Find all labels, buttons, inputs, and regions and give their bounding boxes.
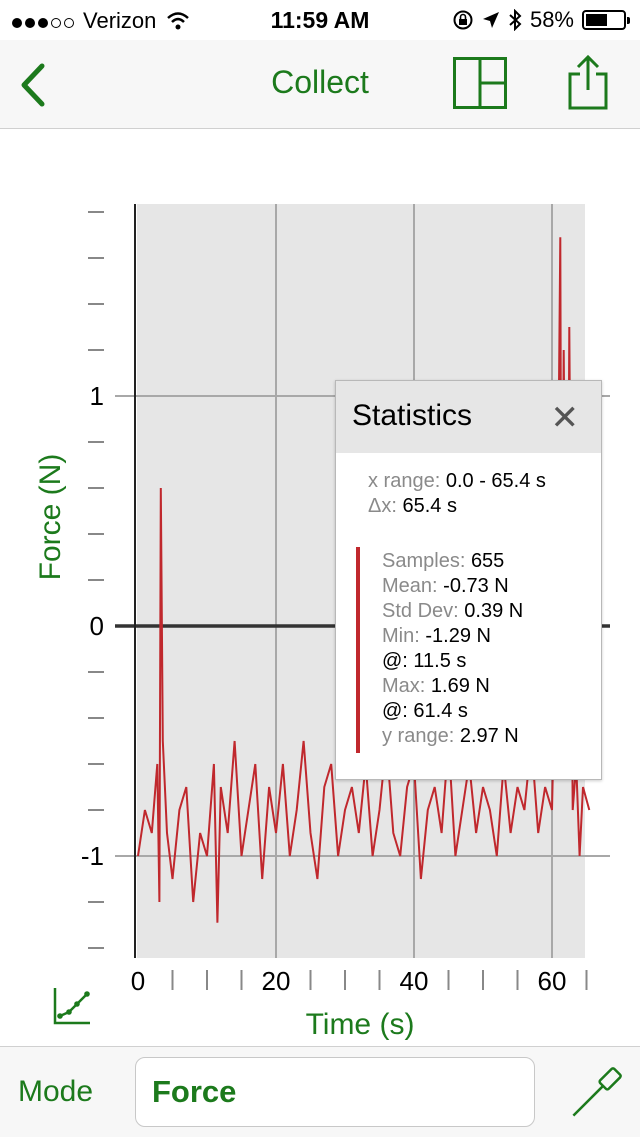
- x-range-key: x range:: [368, 470, 441, 492]
- y-range-key: y range:: [382, 725, 455, 747]
- max-value: 1.69 N: [430, 675, 490, 697]
- carrier: Verizon: [12, 8, 190, 34]
- statistics-panel: Statistics ✕ x range: 0.0 - 65.4 s Δx: 6…: [335, 380, 602, 780]
- battery-percent: 58%: [529, 7, 574, 32]
- series-color-bar: [356, 547, 360, 753]
- bluetooth-icon: [509, 9, 522, 31]
- x-range-section: x range: 0.0 - 65.4 s Δx: 65.4 s: [368, 469, 546, 519]
- battery-icon: [582, 10, 630, 30]
- carrier-name: Verizon: [83, 8, 157, 33]
- x-tick-label: 20: [262, 966, 291, 996]
- max-at-value: 61.4 s: [413, 700, 468, 722]
- nav-bar: Collect: [0, 40, 640, 129]
- status-bar: Verizon 11:59 AM 58%: [0, 0, 640, 40]
- x-axis-label[interactable]: Time (s): [305, 1008, 415, 1041]
- samples-key: Samples:: [382, 550, 466, 572]
- clock: 11:59 AM: [270, 7, 370, 33]
- signal-icon: [12, 8, 77, 34]
- min-key: Min:: [382, 625, 420, 647]
- bottom-bar: Mode Force: [0, 1046, 640, 1137]
- mean-value: -0.73 N: [443, 575, 509, 597]
- mode-button[interactable]: Mode: [18, 1075, 94, 1108]
- chevron-left-icon[interactable]: [14, 60, 54, 110]
- series-line-force: [137, 237, 591, 923]
- graph-options-icon[interactable]: [52, 986, 92, 1026]
- min-at-key: @:: [382, 650, 408, 672]
- sensor-selector[interactable]: Force: [135, 1057, 535, 1127]
- statistics-header: Statistics ✕: [336, 381, 601, 453]
- x-tick-label: 0: [131, 966, 145, 996]
- min-at-value: 11.5 s: [413, 650, 467, 672]
- probe-icon[interactable]: [568, 1065, 624, 1121]
- close-icon[interactable]: ✕: [550, 399, 580, 437]
- delta-x-key: Δx:: [368, 495, 397, 517]
- std-dev-value: 0.39 N: [464, 600, 524, 622]
- location-icon: [482, 12, 499, 28]
- mean-key: Mean:: [382, 575, 438, 597]
- layout-icon[interactable]: [453, 57, 507, 109]
- share-icon[interactable]: [566, 54, 610, 110]
- max-key: Max:: [382, 675, 426, 697]
- y-tick-label: 0: [90, 611, 104, 641]
- std-dev-key: Std Dev:: [382, 600, 459, 622]
- max-at-key: @:: [382, 700, 408, 722]
- y-tick-label: 1: [90, 381, 104, 411]
- samples-value: 655: [470, 550, 505, 572]
- delta-x-value: 65.4 s: [402, 495, 457, 517]
- min-value: -1.29 N: [425, 625, 491, 647]
- y-axis-label[interactable]: Force (N): [34, 453, 67, 581]
- x-range-value: 0.0 - 65.4 s: [445, 470, 546, 492]
- page-title: Collect: [271, 64, 369, 100]
- y-tick-label: -1: [81, 841, 104, 871]
- y-range-value: 2.97 N: [459, 725, 519, 747]
- series-stats: Samples: 655 Mean: -0.73 N Std Dev: 0.39…: [382, 549, 523, 749]
- x-tick-label: 60: [538, 966, 567, 996]
- sensor-name: Force: [152, 1074, 237, 1109]
- statistics-title: Statistics: [352, 399, 473, 432]
- rotation-lock-icon: [453, 10, 473, 30]
- x-tick-label: 40: [400, 966, 429, 996]
- wifi-icon: [167, 12, 190, 30]
